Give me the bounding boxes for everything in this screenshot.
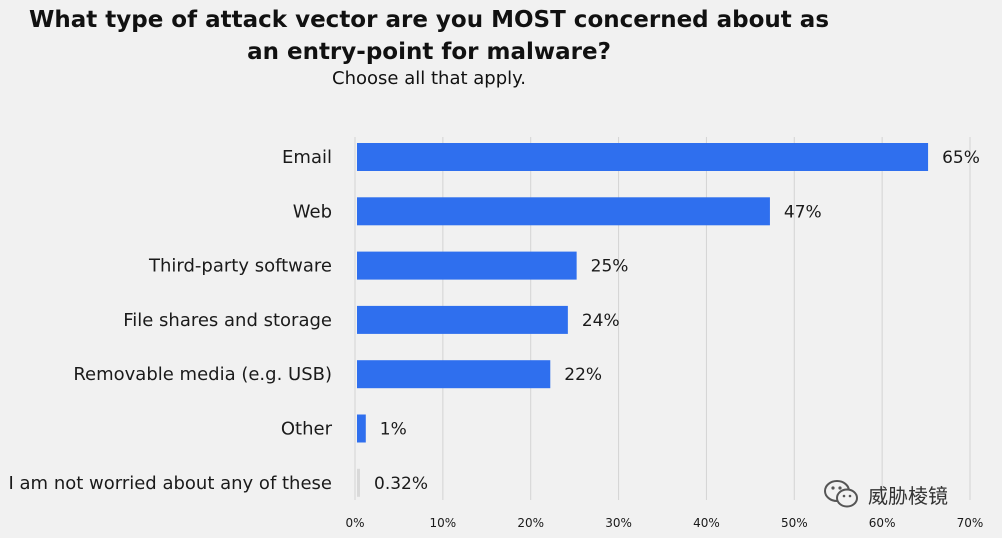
category-label: Removable media (e.g. USB)	[73, 364, 332, 385]
category-label: Other	[281, 419, 333, 440]
chart-title-line-2: an entry-point for malware?	[247, 39, 611, 65]
wechat-icon	[824, 480, 858, 508]
value-label: 65%	[942, 148, 980, 168]
value-label: 1%	[380, 420, 407, 440]
x-tick-label: 0%	[345, 516, 364, 530]
category-label: File shares and storage	[123, 310, 332, 331]
category-label: Web	[293, 201, 332, 222]
category-label: I am not worried about any of these	[9, 473, 333, 494]
bar	[357, 197, 770, 226]
bar	[357, 305, 568, 334]
category-label: Email	[282, 147, 332, 168]
bar	[357, 414, 366, 443]
value-label: 25%	[591, 257, 629, 277]
x-tick-label: 10%	[430, 516, 457, 530]
x-tick-label: 20%	[517, 516, 544, 530]
x-tick-label: 70%	[957, 516, 984, 530]
x-tick-label: 30%	[605, 516, 632, 530]
chart-title-line-1: What type of attack vector are you MOST …	[28, 7, 830, 33]
x-tick-label: 50%	[781, 516, 808, 530]
value-label: 24%	[582, 311, 620, 331]
watermark: 威胁棱镜	[822, 474, 992, 514]
bar	[357, 360, 551, 389]
chart-title: What type of attack vector are you MOST …	[0, 4, 858, 68]
value-label: 22%	[564, 365, 602, 385]
x-tick-label: 40%	[693, 516, 720, 530]
chart-subtitle: Choose all that apply.	[332, 68, 526, 89]
watermark-text: 威胁棱镜	[868, 483, 948, 508]
bar	[357, 143, 929, 171]
category-label: Third-party software	[148, 256, 332, 277]
value-label: 47%	[784, 202, 822, 222]
bar	[357, 468, 360, 497]
x-tick-label: 60%	[869, 516, 896, 530]
bar	[357, 251, 577, 280]
value-label: 0.32%	[374, 474, 428, 494]
